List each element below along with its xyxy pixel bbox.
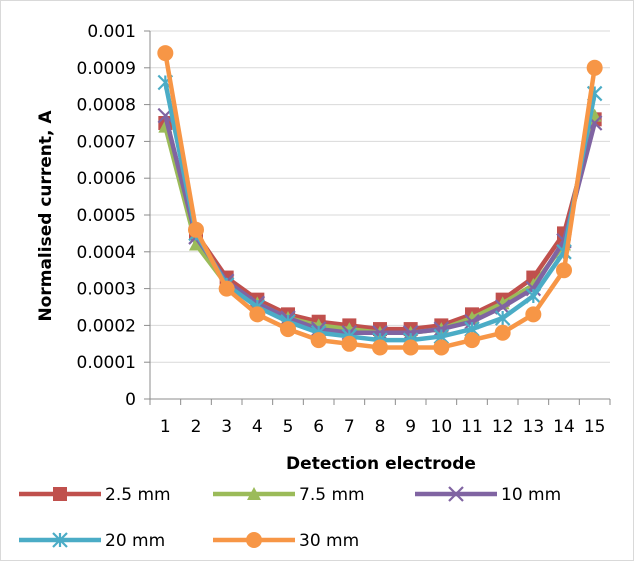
x-tick-label: 1 [160, 417, 171, 437]
data-point [249, 306, 266, 323]
legend-marker [448, 486, 464, 502]
x-tick-label: 8 [375, 417, 386, 437]
x-tick-label: 13 [523, 417, 545, 437]
legend-marker [246, 532, 262, 548]
series-3 [157, 74, 603, 348]
series-0 [158, 112, 602, 337]
legend-item: 10 mm [415, 485, 561, 505]
legend-item: 2.5 mm [19, 485, 171, 505]
y-tick-label: 0 [125, 390, 136, 410]
x-tick-label: 10 [431, 417, 453, 437]
legend-label: 10 mm [501, 485, 561, 505]
x-tick-label: 5 [283, 417, 294, 437]
legend-item: 30 mm [213, 531, 359, 551]
data-point [494, 310, 511, 326]
y-tick-label: 0.001 [87, 22, 136, 42]
data-point [341, 335, 358, 352]
tick-labels: 0 0.0001 0.0002 0.0003 0.0004 0.0005 0.0006 0.0… [77, 22, 606, 437]
x-tick-label: 12 [492, 417, 514, 437]
x-tick-label: 7 [344, 417, 355, 437]
data-point [494, 299, 511, 315]
series-4 [157, 45, 603, 356]
data-point [189, 237, 203, 251]
x-tick-label: 9 [405, 417, 416, 437]
legend-item: 20 mm [19, 531, 165, 551]
y-tick-label: 0.0009 [77, 59, 136, 79]
x-tick-label: 2 [191, 417, 202, 437]
legend-label: 7.5 mm [299, 485, 365, 505]
x-tick-label: 14 [553, 417, 575, 437]
legend-item: 7.5 mm [213, 485, 365, 505]
x-axis-title: Detection electrode [286, 454, 476, 474]
legend-label: 30 mm [299, 531, 359, 551]
series-line [163, 52, 597, 350]
legend-marker [247, 487, 261, 500]
data-point [402, 339, 419, 356]
x-tick-label: 11 [461, 417, 483, 437]
legend-label: 2.5 mm [105, 485, 171, 505]
data-point [218, 280, 235, 297]
x-tick-label: 15 [584, 417, 606, 437]
axes [144, 30, 611, 405]
data-point [372, 339, 388, 356]
x-tick-label: 4 [252, 417, 263, 437]
data-point [280, 321, 296, 338]
data-point [464, 332, 480, 349]
y-tick-label: 0.0006 [77, 169, 136, 189]
data-point [586, 59, 603, 76]
data-point [310, 332, 327, 349]
y-tick-label: 0.0003 [77, 280, 136, 300]
data-point [525, 306, 542, 323]
legend-label: 20 mm [105, 531, 165, 551]
y-tick-label: 0.0001 [77, 353, 136, 373]
y-tick-label: 0.0002 [77, 316, 136, 336]
data-point [525, 280, 542, 297]
y-tick-label: 0.0007 [77, 132, 136, 152]
data-point [188, 221, 204, 238]
y-tick-label: 0.0008 [77, 96, 136, 116]
series-lines [157, 45, 603, 356]
y-axis-title: Normalised current, A [36, 110, 56, 322]
legend-marker [53, 487, 67, 501]
data-point [157, 45, 174, 62]
x-tick-label: 6 [313, 417, 324, 437]
data-point [494, 324, 511, 341]
series-line [163, 82, 597, 343]
legend-marker [52, 532, 68, 548]
series-2 [157, 107, 603, 341]
data-point [433, 339, 450, 356]
series-1 [158, 108, 602, 339]
data-point [556, 262, 572, 279]
y-tick-label: 0.0005 [77, 206, 136, 226]
y-tick-label: 0.0004 [77, 243, 136, 263]
x-tick-label: 3 [221, 417, 232, 437]
data-point [525, 288, 542, 304]
legend: 2.5 mm 7.5 mm 10 mm 20 mm 30 mm [19, 485, 561, 551]
